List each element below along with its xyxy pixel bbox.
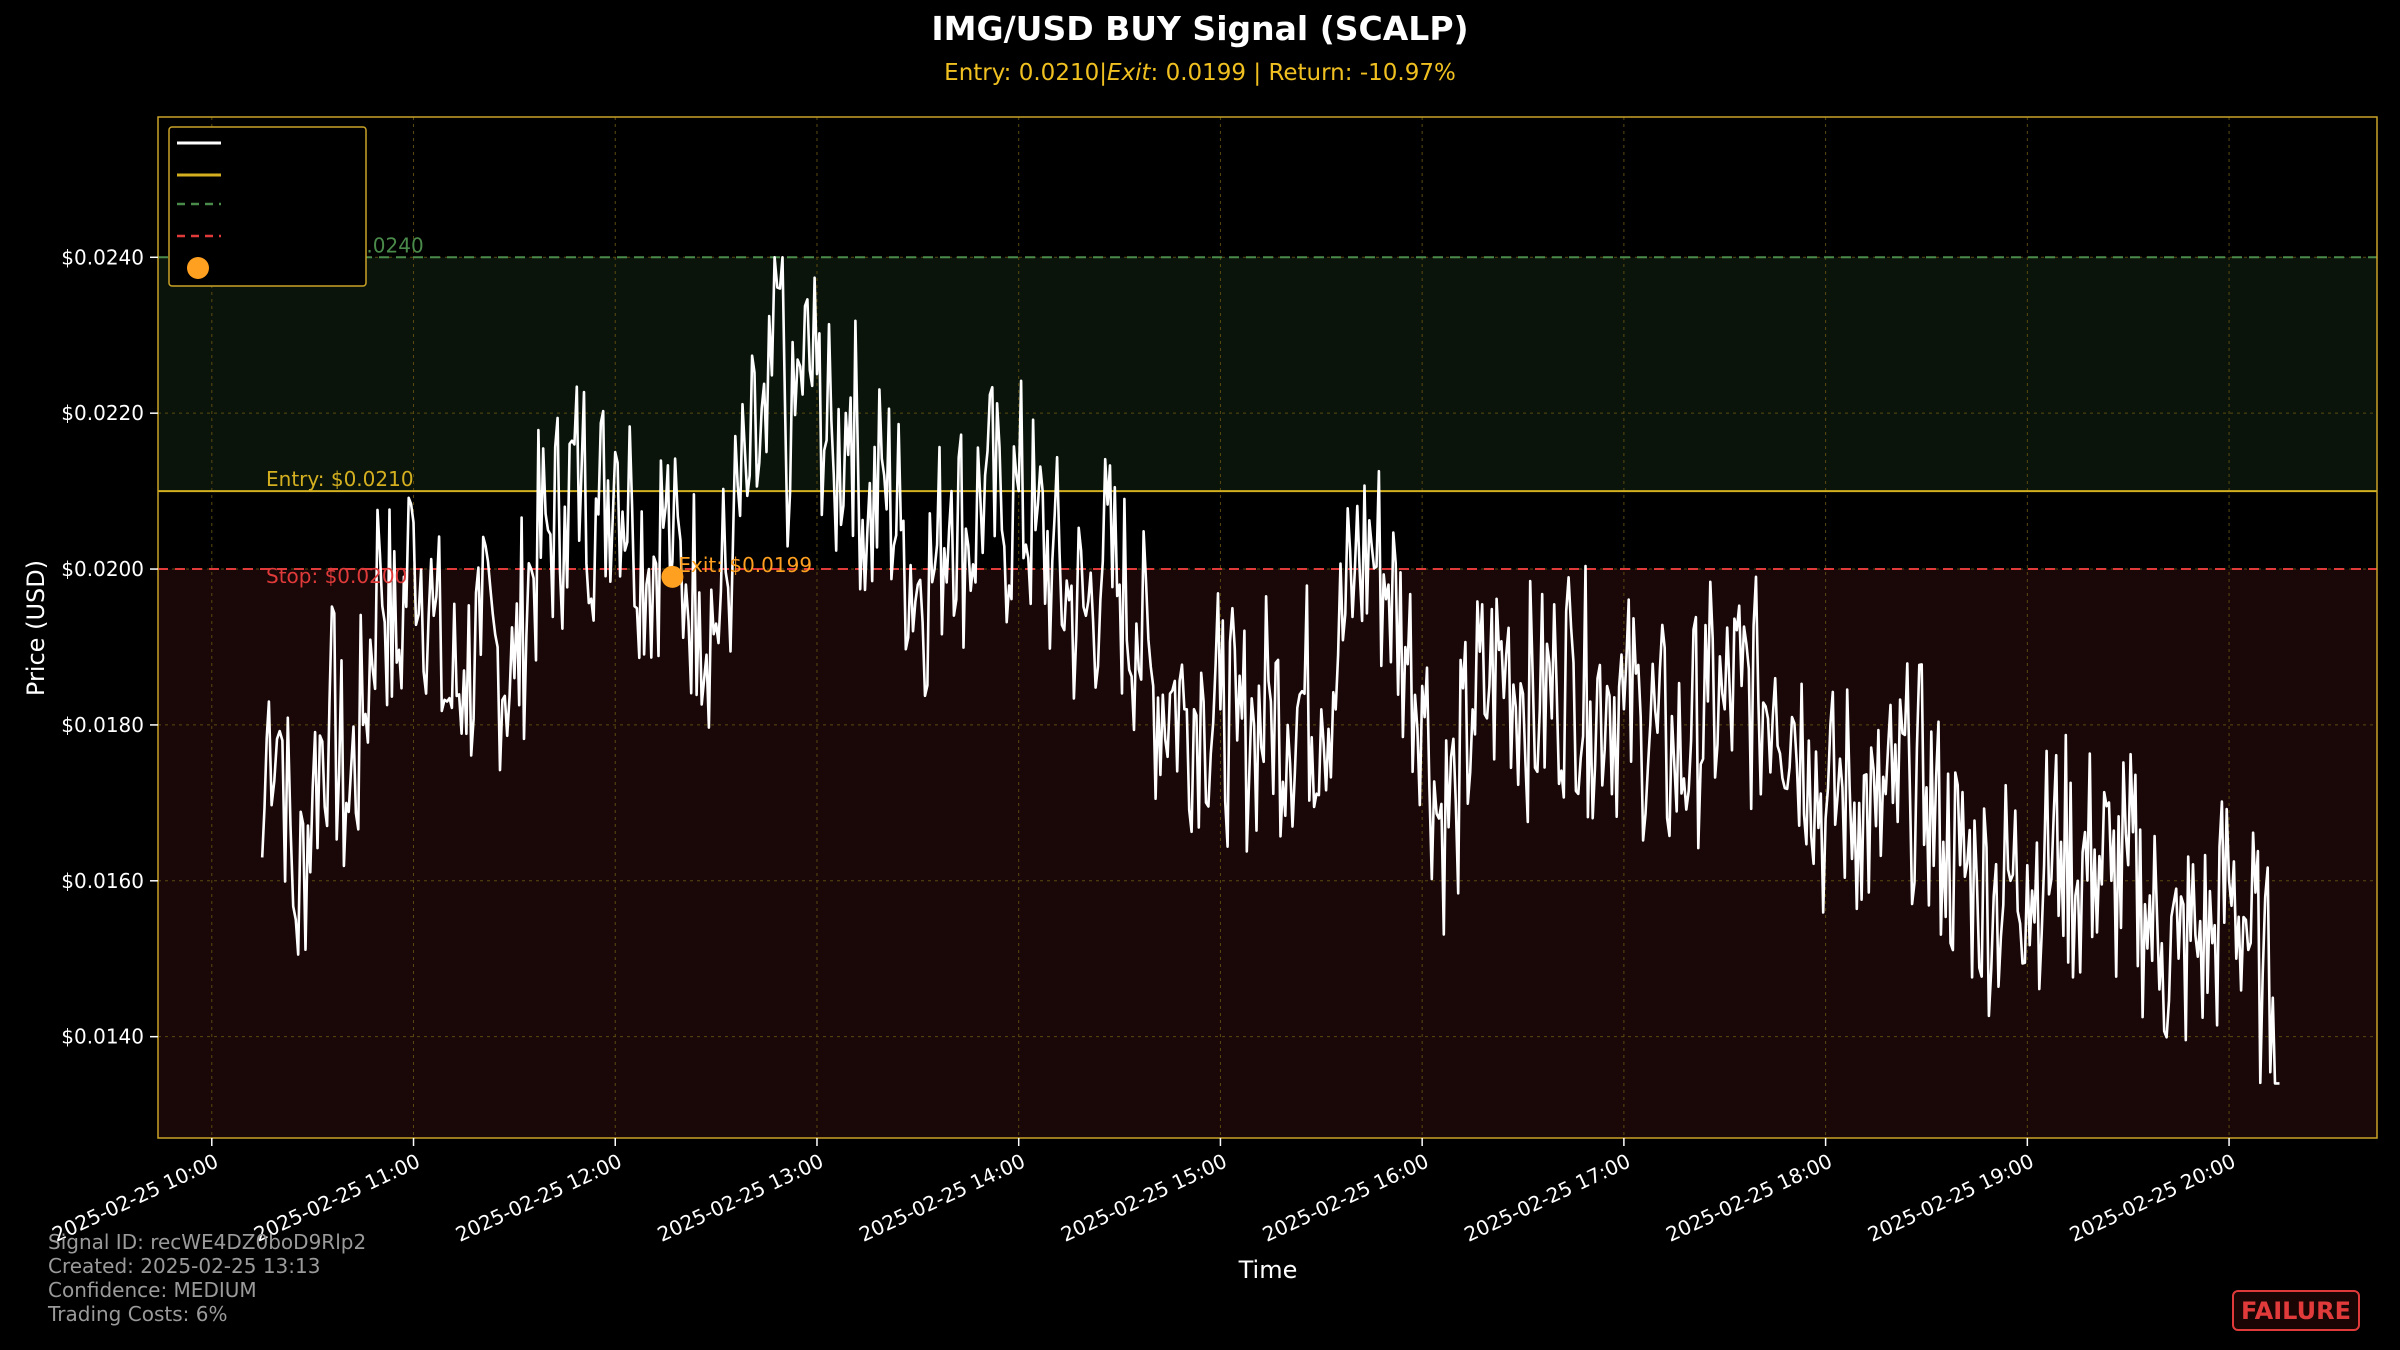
failure-badge-box (2232, 1290, 2360, 1331)
x-axis-ticks: 2025-02-25 10:00 2025-02-25 11:00 2025-02-… (48, 1138, 2239, 1247)
y-tick-label-3: $0.0200 (61, 557, 144, 581)
profit-zone (158, 257, 2377, 492)
x-tick-label-8: 2025-02-25 18:00 (1662, 1149, 1835, 1247)
x-tick-label-7: 2025-02-25 17:00 (1461, 1149, 1634, 1247)
chart-title: IMG/USD BUY Signal (SCALP) (931, 9, 1468, 48)
exit-marker (661, 565, 684, 588)
confidence-text: Confidence: MEDIUM (48, 1278, 257, 1302)
x-tick-label-6: 2025-02-25 16:00 (1259, 1149, 1432, 1247)
failure-badge: FAILURE (2241, 1297, 2351, 1325)
y-tick-label-1: $0.0160 (61, 869, 144, 893)
legend (168, 126, 367, 287)
y-axis-ticks: $0.0140 $0.0160 $0.0180 $0.0200 $0.0220 $0.02… (61, 245, 158, 1049)
exit-label: Exit: $0.0199 (678, 553, 812, 577)
x-tick-label-2: 2025-02-25 12:00 (452, 1149, 625, 1247)
legend-exit-swatch (187, 257, 209, 279)
x-tick-label-5: 2025-02-25 15:00 (1057, 1149, 1230, 1247)
y-tick-label-4: $0.0220 (61, 401, 144, 425)
x-tick-label-3: 2025-02-25 13:00 (654, 1149, 827, 1247)
y-tick-label-5: $0.0240 (61, 245, 144, 269)
chart-subtitle: Entry: 0.0210|Exit: 0.0199 | Return: -10… (944, 60, 1456, 86)
created-text: Created: 2025-02-25 13:13 (48, 1254, 320, 1278)
trading-costs-text: Trading Costs: 6% (47, 1302, 227, 1326)
entry-label: Entry: $0.0210 (266, 467, 414, 491)
axes-frame (157, 116, 2378, 1139)
signal-id-text: Signal ID: recWE4DZ0boD9Rlp2 (48, 1230, 366, 1254)
x-tick-label-10: 2025-02-25 20:00 (2066, 1149, 2239, 1247)
y-axis-label: Price (USD) (22, 560, 50, 696)
subtitle-exit-return: : 0.0199 | Return: -10.97% (1151, 60, 1456, 86)
subtitle-entry: Entry: 0.0210| (944, 60, 1107, 86)
price-series-line (260, 255, 2280, 1085)
x-tick-label-9: 2025-02-25 19:00 (1864, 1149, 2037, 1247)
stop-label: Stop: $0.0200 (266, 564, 407, 588)
y-tick-label-2: $0.0180 (61, 713, 144, 737)
subtitle-exit-word: Exit (1107, 60, 1152, 86)
y-tick-label-0: $0.0140 (61, 1025, 144, 1049)
x-axis-label: Time (1238, 1256, 1298, 1284)
grid-lines (158, 117, 2377, 1138)
x-tick-label-4: 2025-02-25 14:00 (855, 1149, 1028, 1247)
